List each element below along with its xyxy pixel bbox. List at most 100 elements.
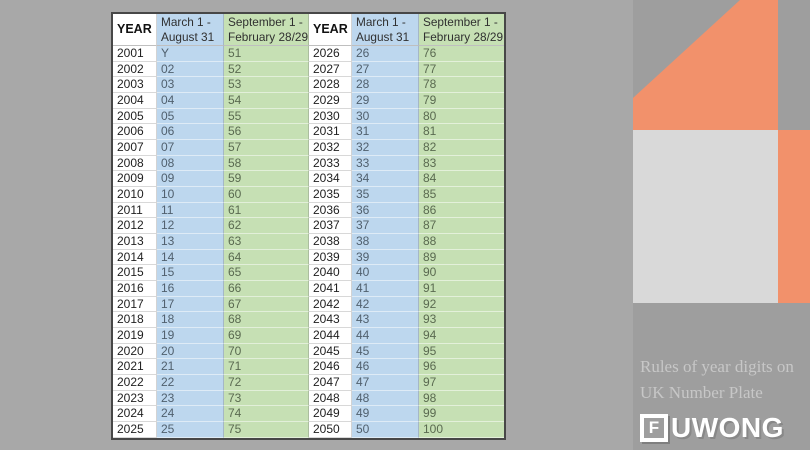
year-cell: 2049 bbox=[309, 406, 352, 423]
march-cell: 29 bbox=[352, 93, 419, 109]
march-cell: 35 bbox=[352, 187, 419, 203]
year-cell: 2048 bbox=[309, 390, 352, 407]
march-cell: 10 bbox=[157, 187, 224, 203]
table-row: 2018 18 68 2043 43 93 bbox=[113, 312, 504, 329]
september-cell: 98 bbox=[419, 390, 504, 407]
year-cell: 2028 bbox=[309, 77, 352, 94]
header-september-left: September 1 - February 28/29 bbox=[224, 14, 309, 46]
september-cell: 75 bbox=[224, 422, 309, 438]
march-cell: 34 bbox=[352, 171, 419, 188]
year-cell: 2050 bbox=[309, 422, 352, 438]
table-row: 2006 06 56 2031 31 81 bbox=[113, 124, 504, 141]
year-cell: 2042 bbox=[309, 296, 352, 313]
table-row: 2016 16 66 2041 41 91 bbox=[113, 281, 504, 297]
table-row: 2002 02 52 2027 27 77 bbox=[113, 61, 504, 78]
orange-strip bbox=[778, 130, 810, 303]
header-march-line1: March 1 - bbox=[356, 15, 406, 29]
year-cell: 2008 bbox=[113, 155, 157, 172]
september-cell: 69 bbox=[224, 328, 309, 344]
september-cell: 90 bbox=[419, 265, 504, 282]
year-cell: 2020 bbox=[113, 343, 157, 360]
year-cell: 2024 bbox=[113, 406, 157, 423]
year-cell: 2010 bbox=[113, 187, 157, 203]
header-march-left: March 1 - August 31 bbox=[157, 14, 224, 46]
table-row: 2023 23 73 2048 48 98 bbox=[113, 390, 504, 407]
september-cell: 73 bbox=[224, 390, 309, 407]
september-cell: 79 bbox=[419, 93, 504, 109]
light-gray-block bbox=[633, 130, 778, 303]
year-cell: 2018 bbox=[113, 312, 157, 329]
header-september-line2: February 28/29 bbox=[228, 29, 309, 44]
march-cell: 38 bbox=[352, 234, 419, 250]
year-cell: 2041 bbox=[309, 281, 352, 297]
year-cell: 2030 bbox=[309, 108, 352, 125]
year-cell: 2021 bbox=[113, 359, 157, 376]
year-cell: 2016 bbox=[113, 281, 157, 297]
september-cell: 92 bbox=[419, 296, 504, 313]
september-cell: 65 bbox=[224, 265, 309, 282]
march-cell: 12 bbox=[157, 218, 224, 235]
september-cell: 72 bbox=[224, 375, 309, 391]
september-cell: 66 bbox=[224, 281, 309, 297]
year-cell: 2035 bbox=[309, 187, 352, 203]
september-cell: 94 bbox=[419, 328, 504, 344]
caption: Rules of year digits on UK Number Plate bbox=[640, 354, 810, 406]
right-decorative-panel: Rules of year digits on UK Number Plate … bbox=[633, 0, 810, 450]
march-cell: 07 bbox=[157, 140, 224, 156]
table-row: 2003 03 53 2028 28 78 bbox=[113, 77, 504, 94]
september-cell: 93 bbox=[419, 312, 504, 329]
march-cell: 15 bbox=[157, 265, 224, 282]
year-cell: 2043 bbox=[309, 312, 352, 329]
march-cell: 06 bbox=[157, 124, 224, 141]
september-cell: 77 bbox=[419, 61, 504, 78]
march-cell: 13 bbox=[157, 234, 224, 250]
table-row: 2014 14 64 2039 39 89 bbox=[113, 249, 504, 266]
table-row: 2010 10 60 2035 35 85 bbox=[113, 187, 504, 203]
september-cell: 97 bbox=[419, 375, 504, 391]
year-cell: 2027 bbox=[309, 61, 352, 78]
september-cell: 51 bbox=[224, 46, 309, 62]
year-cell: 2040 bbox=[309, 265, 352, 282]
caption-line2: UK Number Plate bbox=[640, 383, 763, 402]
march-cell: 28 bbox=[352, 77, 419, 94]
march-cell: 26 bbox=[352, 46, 419, 62]
september-cell: 83 bbox=[419, 155, 504, 172]
caption-line1: Rules of year digits on bbox=[640, 357, 794, 376]
year-cell: 2011 bbox=[113, 202, 157, 219]
september-cell: 78 bbox=[419, 77, 504, 94]
september-cell: 95 bbox=[419, 343, 504, 360]
march-cell: 22 bbox=[157, 375, 224, 391]
year-cell: 2007 bbox=[113, 140, 157, 156]
september-cell: 89 bbox=[419, 249, 504, 266]
table-row: 2019 19 69 2044 44 94 bbox=[113, 328, 504, 344]
september-cell: 100 bbox=[419, 422, 504, 438]
september-cell: 62 bbox=[224, 218, 309, 235]
march-cell: 17 bbox=[157, 296, 224, 313]
year-cell: 2017 bbox=[113, 296, 157, 313]
march-cell: 44 bbox=[352, 328, 419, 344]
september-cell: 82 bbox=[419, 140, 504, 156]
september-cell: 99 bbox=[419, 406, 504, 423]
table-row: 2005 05 55 2030 30 80 bbox=[113, 108, 504, 125]
table-row: 2020 20 70 2045 45 95 bbox=[113, 343, 504, 360]
year-cell: 2013 bbox=[113, 234, 157, 250]
table-row: 2015 15 65 2040 40 90 bbox=[113, 265, 504, 282]
header-september-line1: September 1 - bbox=[423, 15, 498, 29]
september-cell: 76 bbox=[419, 46, 504, 62]
march-cell: 23 bbox=[157, 390, 224, 407]
year-cell: 2037 bbox=[309, 218, 352, 235]
september-cell: 52 bbox=[224, 61, 309, 78]
year-cell: 2014 bbox=[113, 249, 157, 266]
march-cell: 27 bbox=[352, 61, 419, 78]
march-cell: 48 bbox=[352, 390, 419, 407]
september-cell: 81 bbox=[419, 124, 504, 141]
march-cell: 47 bbox=[352, 375, 419, 391]
september-cell: 57 bbox=[224, 140, 309, 156]
september-cell: 88 bbox=[419, 234, 504, 250]
year-cell: 2004 bbox=[113, 93, 157, 109]
header-march-right: March 1 - August 31 bbox=[352, 14, 419, 46]
table-row: 2025 25 75 2050 50 100 bbox=[113, 422, 504, 438]
march-cell: 36 bbox=[352, 202, 419, 219]
table-row: 2022 22 72 2047 47 97 bbox=[113, 375, 504, 391]
header-year-right: YEAR bbox=[309, 14, 352, 46]
